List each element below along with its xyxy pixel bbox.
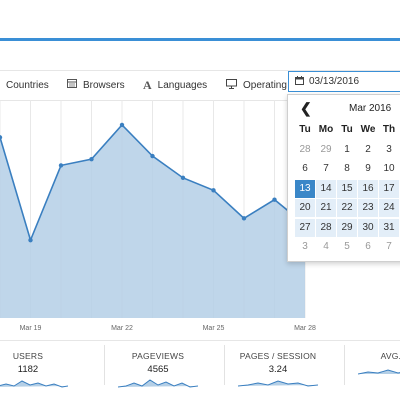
stat-value: 3.24 xyxy=(268,364,288,375)
chart-point[interactable] xyxy=(272,197,277,202)
stat-divider xyxy=(344,345,345,385)
calendar-weekday: We xyxy=(360,124,376,135)
stat-value: 1182 xyxy=(17,364,39,375)
calendar-weekday: Tu xyxy=(299,124,311,135)
calendar-day[interactable]: 3 xyxy=(386,143,392,155)
calendar-day-selected[interactable]: 13 xyxy=(295,179,315,198)
stat-label: USERS xyxy=(12,351,44,361)
stat-pages-per-session[interactable]: PAGES / SESSION 3.24 xyxy=(223,345,333,389)
chart-point[interactable] xyxy=(0,135,3,140)
calendar-day[interactable]: 16 xyxy=(358,179,378,198)
stat-value: 4565 xyxy=(147,364,169,375)
stat-users[interactable]: USERS 1182 xyxy=(0,345,83,389)
calendar-day[interactable]: 10 xyxy=(383,163,395,174)
calendar-day[interactable]: 6 xyxy=(365,241,371,252)
calendar-day[interactable]: 22 xyxy=(337,199,357,217)
stat-avg-session[interactable]: AVG. SE xyxy=(343,345,400,376)
chart-x-tick-label: Mar 25 xyxy=(203,325,225,332)
calendar-icon xyxy=(295,75,304,88)
calendar-weekday: Th xyxy=(382,124,396,135)
font-icon: A xyxy=(143,77,152,92)
stat-sparkline xyxy=(118,379,198,388)
stat-pageviews[interactable]: PAGEVIEWS 4565 xyxy=(103,345,213,389)
chart-area-fill xyxy=(0,124,305,319)
calendar-day[interactable]: 28 xyxy=(316,218,336,237)
tabs-top-divider xyxy=(0,70,400,71)
chart-x-tick-label: Mar 22 xyxy=(111,325,133,332)
tab-countries[interactable]: Countries xyxy=(6,70,49,100)
calendar-day[interactable]: 2 xyxy=(365,143,371,155)
calendar-day[interactable]: 24 xyxy=(379,199,399,217)
calendar-day[interactable]: 15 xyxy=(337,179,357,198)
stat-label: PAGES / SESSION xyxy=(239,351,317,361)
chart-point[interactable] xyxy=(58,163,64,168)
calendar-day[interactable]: 3 xyxy=(302,241,308,252)
chart-points xyxy=(0,122,308,243)
chart-x-tick-label: Mar 28 xyxy=(294,325,316,332)
tab-label: Countries xyxy=(6,79,49,91)
calendar-day[interactable]: 23 xyxy=(358,199,378,217)
tab-label: Languages xyxy=(157,79,208,91)
calendar-day[interactable]: 14 xyxy=(316,179,336,198)
chart-point[interactable] xyxy=(180,175,186,181)
calendar-day[interactable]: 9 xyxy=(365,163,371,174)
chart-point[interactable] xyxy=(241,216,247,221)
calendar-dropdown: ❮ Mar 2016 Tu Mo Tu We Th 28 29 1 2 3 6 7 8 9 10 13 14 15… xyxy=(287,94,400,262)
calendar-day[interactable]: 8 xyxy=(344,163,350,174)
calendar-day[interactable]: 30 xyxy=(358,218,378,237)
calendar-day[interactable]: 4 xyxy=(323,241,329,252)
calendar-day[interactable]: 29 xyxy=(320,143,332,155)
tab-languages[interactable]: A Languages xyxy=(143,70,207,100)
chart-x-tick-label: Mar 19 xyxy=(20,325,42,332)
stat-sparkline xyxy=(238,380,318,387)
chart-point[interactable] xyxy=(28,237,33,243)
chart-point[interactable] xyxy=(89,156,94,162)
calendar-day[interactable]: 5 xyxy=(344,241,350,252)
top-bar xyxy=(0,0,400,38)
stat-sparkline xyxy=(358,369,400,375)
stat-sparkline xyxy=(0,380,68,388)
top-accent-line xyxy=(0,38,400,41)
tabs-bottom-divider xyxy=(0,100,400,101)
report-tabs: Countries Browsers A Languages Operating… xyxy=(0,70,400,100)
calendar-day[interactable]: 29 xyxy=(337,218,357,237)
calendar-month-label: Mar 2016 xyxy=(349,103,392,114)
calendar-day[interactable]: 31 xyxy=(379,218,399,237)
tab-browsers[interactable]: Browsers xyxy=(67,70,125,100)
stat-label: PAGEVIEWS xyxy=(131,351,185,361)
stats-row: USERS 1182 PAGEVIEWS 4565 PAGES / SESSIO… xyxy=(0,345,400,400)
stat-label: AVG. SE xyxy=(380,351,400,361)
chart-point[interactable] xyxy=(211,188,216,193)
calendar-day[interactable]: 21 xyxy=(316,199,336,217)
tab-label: Operating S xyxy=(243,79,297,91)
calendar-weekday: Tu xyxy=(341,124,353,135)
calendar-day[interactable]: 1 xyxy=(344,143,350,155)
chart-point[interactable] xyxy=(150,153,155,159)
calendar-nav: ❮ Mar 2016 xyxy=(288,95,400,121)
calendar-day[interactable]: 17 xyxy=(379,179,399,198)
calendar-weekday: Mo xyxy=(318,124,334,135)
chevron-left-icon[interactable]: ❮ xyxy=(300,100,312,116)
calendar-day[interactable]: 20 xyxy=(295,199,315,217)
date-input[interactable]: 03/13/2016 xyxy=(288,71,400,92)
calendar-day[interactable]: 27 xyxy=(295,218,315,237)
visits-area-chart: Mar 19 Mar 22 Mar 25 Mar 28 xyxy=(0,100,316,332)
date-input-value: 03/13/2016 xyxy=(309,76,360,87)
stats-divider xyxy=(0,340,400,341)
calendar-day[interactable]: 7 xyxy=(323,163,329,174)
desktop-icon xyxy=(226,78,237,92)
stat-divider xyxy=(104,345,105,385)
tab-label: Browsers xyxy=(83,79,125,91)
stat-divider xyxy=(224,345,225,385)
calendar-day[interactable]: 6 xyxy=(302,163,308,174)
tab-operating-systems[interactable]: Operating S xyxy=(226,70,296,100)
browser-window-icon xyxy=(67,79,77,91)
calendar-day[interactable]: 28 xyxy=(299,143,311,155)
chart-x-tick-labels: Mar 19 Mar 22 Mar 25 Mar 28 xyxy=(20,325,316,332)
chart-point[interactable] xyxy=(119,122,125,128)
calendar-day[interactable]: 7 xyxy=(386,241,392,252)
